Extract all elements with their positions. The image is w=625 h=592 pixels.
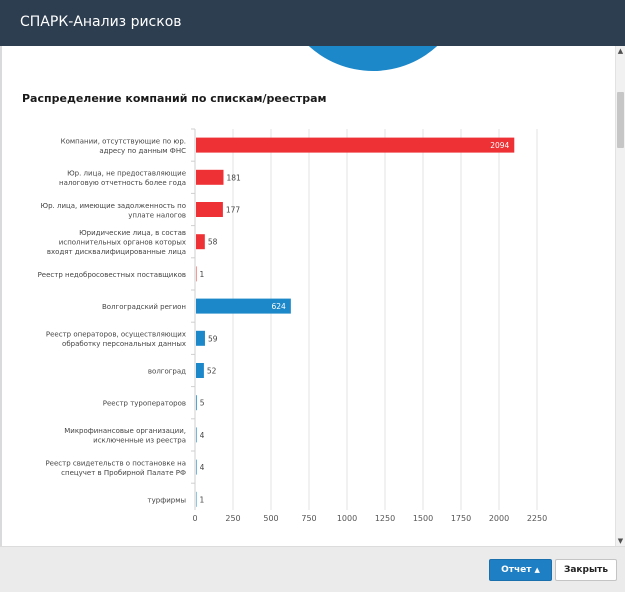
distribution-chart: 0 250 500 750 1000 1250 1500 1750 2000 2250 Компан…: [38, 46, 547, 523]
category-label: Микрофинансовые организации,: [64, 427, 186, 435]
category-label: Реестр туроператоров: [103, 400, 186, 408]
category-label: адресу по данным ФНС: [99, 147, 186, 155]
bar: [196, 137, 515, 153]
window-title: СПАРК-Анализ рисков: [20, 14, 182, 30]
bar: [196, 234, 205, 250]
category-label: уплате налогов: [128, 211, 186, 219]
section-title: Распределение компаний по спискам/реестр…: [22, 92, 327, 105]
bar: [196, 330, 205, 346]
bar: [196, 169, 224, 185]
left-edge: [0, 46, 2, 546]
x-tick-label: 1500: [413, 514, 433, 523]
category-label: входят дисквалифицированные лица: [47, 248, 186, 256]
value-label: 1: [200, 495, 205, 504]
category-label: Юридические лица, в состав: [79, 229, 186, 237]
x-tick-label: 500: [263, 514, 278, 523]
x-tick-label: 2250: [527, 514, 547, 523]
bar: [196, 395, 197, 411]
scroll-up-arrow-icon[interactable]: ▲: [617, 47, 624, 55]
dialog-footer: Отчет ▲ Закрыть: [0, 546, 625, 592]
value-label: 624: [272, 302, 287, 311]
value-label: 52: [207, 367, 217, 376]
x-tick-label: 2000: [489, 514, 509, 523]
report-button-label: Отчет: [501, 565, 532, 575]
bar: [196, 202, 223, 217]
x-tick-label: 750: [301, 514, 316, 523]
scroll-down-arrow-icon[interactable]: ▼: [617, 537, 624, 545]
value-label: 4: [200, 463, 205, 472]
category-label: исполнительных органов которых: [59, 239, 186, 247]
value-label: 58: [208, 238, 218, 247]
caret-up-icon: ▲: [534, 566, 540, 574]
close-button-label: Закрыть: [563, 565, 609, 575]
category-label: спецучет в Пробирной Палате РФ: [61, 469, 186, 477]
bar: [196, 363, 204, 378]
category-label: налоговую отчетность более года: [59, 179, 186, 187]
value-label: 4: [200, 431, 205, 440]
category-label: волгоград: [148, 368, 186, 376]
category-label: турфирмы: [148, 496, 186, 504]
bar: [196, 491, 197, 507]
bar: [196, 298, 291, 314]
scrollbar-thumb[interactable]: [617, 92, 624, 148]
x-tick-label: 1000: [337, 514, 357, 523]
bar: [196, 459, 197, 475]
x-tick-label: 1250: [375, 514, 395, 523]
x-tick-label: 250: [225, 514, 240, 523]
category-label: обработку персональных данных: [62, 340, 186, 348]
category-label: Компании, отсутствующие по юр.: [61, 137, 186, 145]
value-label: 5: [200, 399, 205, 408]
category-label: Юр. лица, не предоставляющие: [67, 170, 186, 178]
category-label: Реестр недобросовестных поставщиков: [38, 271, 186, 279]
value-label: 59: [208, 334, 218, 343]
value-label: 1: [200, 270, 205, 279]
bar: [196, 427, 197, 443]
x-tick-label: 0: [192, 514, 197, 523]
x-tick-label: 1750: [451, 514, 471, 523]
value-label: 181: [227, 173, 242, 182]
window-titlebar: СПАРК-Анализ рисков: [0, 0, 625, 46]
category-label: Юр. лица, имеющие задолженность по: [41, 202, 186, 210]
pie-fragment: [308, 46, 438, 71]
value-label: 177: [226, 206, 241, 215]
close-button[interactable]: Закрыть: [555, 559, 617, 581]
value-label: 2094: [490, 141, 509, 150]
category-label: исключенные из реестра: [93, 437, 186, 445]
content-area: 0 250 500 750 1000 1250 1500 1750 2000 2250 Компан…: [0, 46, 615, 546]
category-label: Волгоградский регион: [102, 303, 186, 311]
report-button[interactable]: Отчет ▲: [489, 559, 552, 581]
category-label: Реестр операторов, осуществляющих: [46, 331, 186, 339]
bar: [196, 266, 197, 282]
category-label: Реестр свидетельств о постановке на: [45, 459, 186, 467]
vertical-scrollbar[interactable]: ▲ ▼: [615, 46, 625, 546]
